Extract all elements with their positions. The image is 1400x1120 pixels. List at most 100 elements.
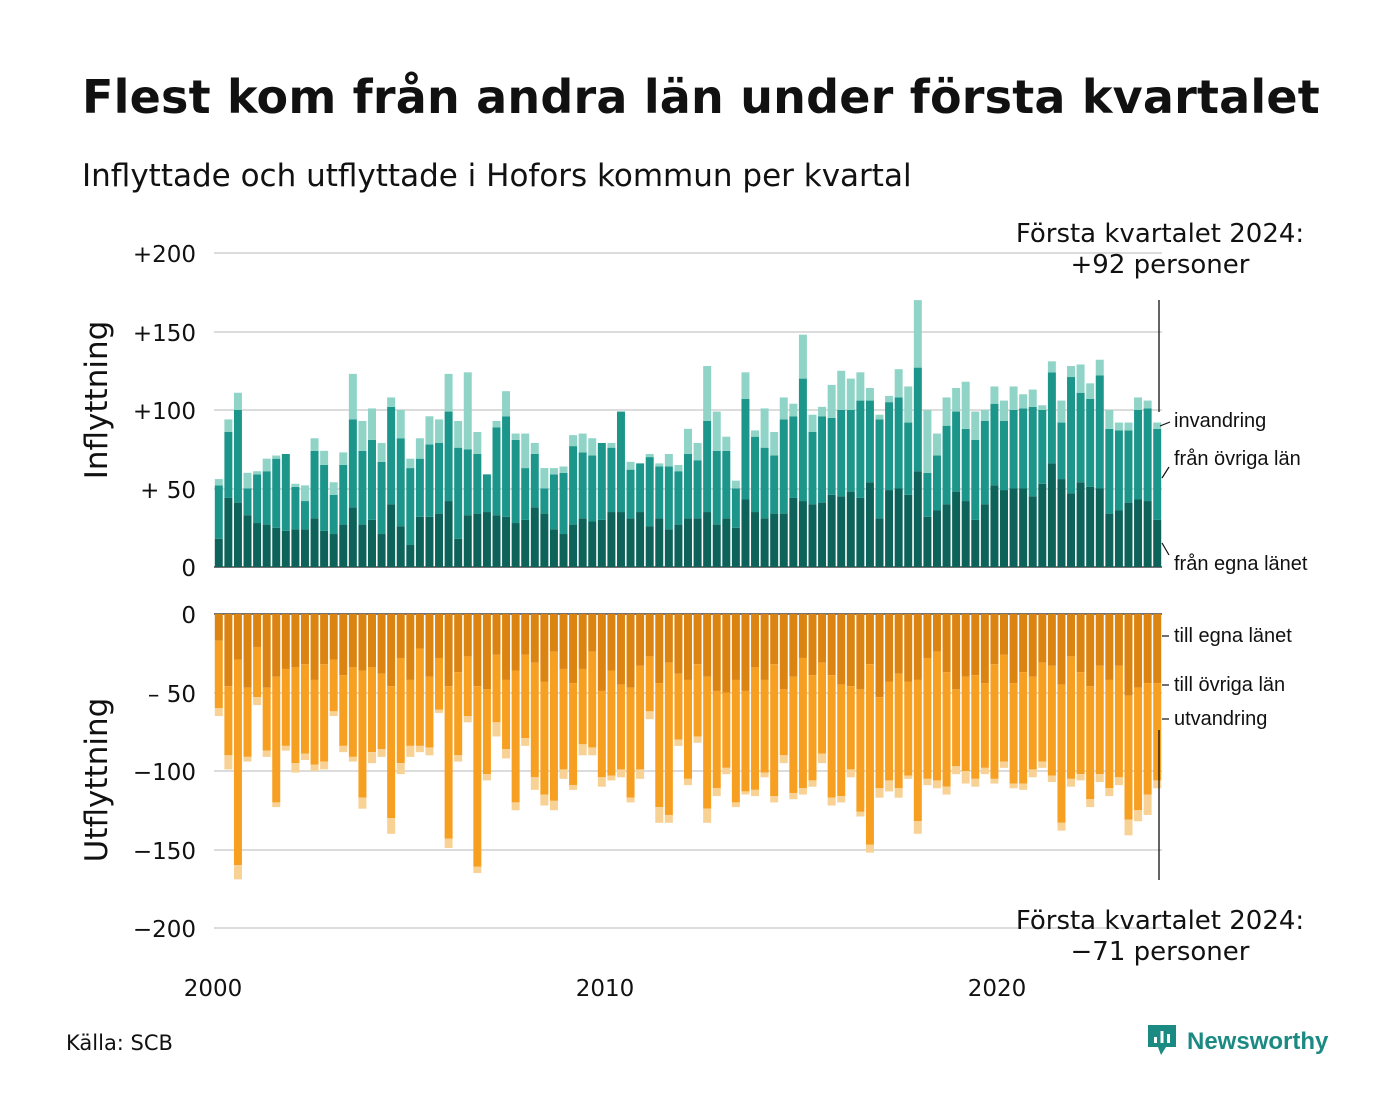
bar-segment [1028, 496, 1037, 567]
annotation-top-line2: +92 personer [1071, 250, 1250, 280]
bar-segment [875, 419, 884, 519]
bar-segment [942, 786, 951, 795]
bar-segment [473, 513, 482, 567]
bar-segment [1153, 780, 1162, 789]
bar-segment [751, 436, 760, 513]
bar-segment [492, 515, 501, 567]
bar-segment [588, 521, 597, 567]
bar-segment [482, 474, 491, 513]
bar-segment [1143, 794, 1152, 815]
bar-segment [272, 802, 281, 808]
bar-segment [655, 683, 664, 808]
bar-segment [511, 433, 520, 440]
bar-segment [559, 668, 568, 770]
bar-segment [406, 458, 415, 469]
bar-segment [674, 471, 683, 525]
bar-segment [492, 614, 501, 655]
bar-segment [789, 403, 798, 417]
bar-segment [1047, 665, 1056, 776]
bar-segment [530, 507, 539, 567]
bar-segment [578, 452, 587, 519]
bar-segment [1134, 410, 1143, 500]
bar-segment [923, 614, 932, 658]
bar-segment [291, 483, 300, 487]
grid-lines [214, 252, 1162, 929]
bar-segment [904, 614, 913, 682]
bar-segment [770, 513, 779, 567]
bar-segment [961, 676, 970, 771]
bar-segment [616, 411, 625, 513]
bar-segment [1105, 513, 1114, 567]
bar-segment [818, 416, 827, 503]
bar-segment [521, 614, 530, 655]
bar-segment [846, 769, 855, 778]
bar-segment [435, 709, 444, 713]
bar-segment [291, 667, 300, 764]
bar-segment [463, 614, 472, 657]
bar-segment [1086, 399, 1095, 487]
bar-segment [846, 378, 855, 410]
bar-segment [741, 399, 750, 500]
bar-segment [1047, 372, 1056, 464]
bar-segment [626, 469, 635, 519]
bar-segment [549, 474, 558, 530]
bar-segment [894, 788, 903, 798]
bar-segment [961, 771, 970, 784]
bar-segment [751, 614, 760, 668]
bar-segment [760, 614, 769, 680]
chart-subtitle: Inflyttade och utflyttade i Hofors kommu… [82, 158, 912, 194]
bar-segment [722, 450, 731, 519]
leader-line [1161, 542, 1170, 556]
bar-segment [243, 488, 252, 516]
bar-segment [827, 417, 836, 495]
bar-segment [1019, 783, 1028, 790]
bar-segment [1076, 614, 1085, 673]
bar-segment [233, 392, 242, 410]
bar-segment [913, 471, 922, 567]
bar-segment [980, 683, 989, 768]
bar-segment [655, 466, 664, 519]
bar-segment [530, 777, 539, 790]
bar-segment [942, 672, 951, 787]
annotation-bottom-line2: −71 personer [1071, 937, 1250, 967]
brand-logo[interactable]: Newsworthy [1146, 1022, 1328, 1062]
bar-segment [396, 526, 405, 567]
bar-segment [789, 416, 798, 498]
bar-segment [837, 370, 846, 410]
bar-segment [798, 378, 807, 502]
bar-segment [243, 756, 252, 762]
bar-segment [281, 614, 290, 669]
bar-segment [837, 684, 846, 797]
bar-segment [703, 808, 712, 823]
bar-segment [329, 482, 338, 495]
bar-segment [320, 530, 329, 567]
bar-segment [616, 512, 625, 567]
bar-segment [214, 708, 223, 717]
bar-segment [731, 802, 740, 808]
bar-segment [444, 614, 453, 687]
bar-segment [751, 789, 760, 797]
bar-segment [406, 545, 415, 567]
bar-segment [320, 464, 329, 531]
bar-segment [1076, 392, 1085, 483]
bar-segment [1114, 510, 1123, 567]
y-tick-label: +200 [133, 242, 196, 268]
bar-segment [961, 501, 970, 567]
bar-segment [674, 739, 683, 746]
bar-segment [569, 614, 578, 684]
bar-segment [837, 496, 846, 567]
bar-segment [846, 614, 855, 687]
bar-segment [511, 523, 520, 567]
bar-segment [655, 518, 664, 567]
bar-segment [837, 796, 846, 803]
bar-segment [846, 491, 855, 567]
bar-segment [291, 763, 300, 773]
bar-segment [569, 524, 578, 567]
bar-segment [875, 614, 884, 698]
bar-segment [952, 614, 961, 690]
bar-segment [368, 752, 376, 764]
bar-segment [444, 501, 453, 567]
bar-segment [588, 651, 597, 748]
bar-segment [856, 811, 865, 817]
